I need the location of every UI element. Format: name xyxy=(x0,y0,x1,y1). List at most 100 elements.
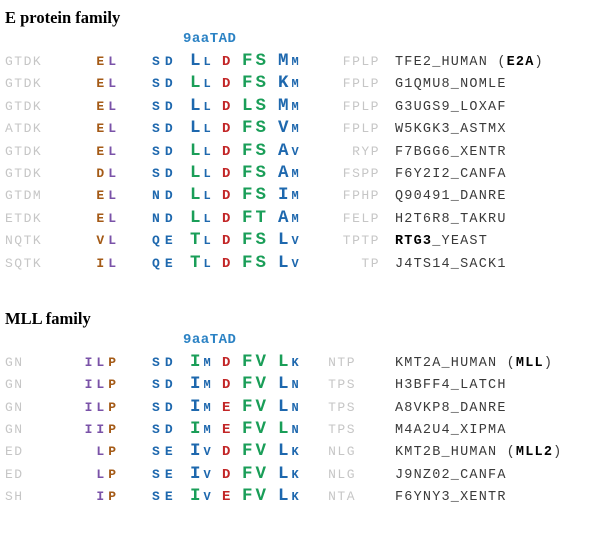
residue-Q: Q xyxy=(152,233,160,249)
residue-M: M xyxy=(291,166,299,181)
residue-D: D xyxy=(164,54,173,69)
residue-K: K xyxy=(291,355,299,370)
protein-id: J4TS14_SACK1 xyxy=(395,256,507,272)
sequence-suffix: NLG xyxy=(328,444,356,460)
residue-L: L xyxy=(108,121,116,137)
residue-L: L xyxy=(278,463,289,484)
sequence-suffix: TP xyxy=(361,255,380,271)
residue-L: L xyxy=(108,165,116,181)
residue-S: S xyxy=(152,121,160,137)
residue-S: S xyxy=(152,143,160,159)
protein-name: F6Y2I2_CANFA xyxy=(395,164,600,186)
residue-D: D xyxy=(222,98,231,115)
protein-id: F7BGG6_XENTR xyxy=(395,144,507,160)
motif-group: D xyxy=(222,229,234,252)
sequence-prefix: GTDK xyxy=(5,143,43,159)
motif-group: D xyxy=(222,207,234,230)
motif-group: E xyxy=(222,485,234,508)
residue-E: E xyxy=(96,98,105,114)
residue-P: P xyxy=(108,444,116,460)
alignment-row: GN I L P S D I M E F V L N TPS A8VKP8_DANRE xyxy=(5,396,600,418)
residue-F: F xyxy=(242,396,253,417)
sequence-prefix: ATDK xyxy=(5,121,43,137)
residue-D: D xyxy=(164,188,173,204)
residue-L: L xyxy=(278,419,289,440)
residue-L: L xyxy=(278,374,289,395)
residue-F: F xyxy=(242,463,253,484)
protein-id: KMT2B_HUMAN ( xyxy=(395,445,516,461)
protein-id: Q90491_DANRE xyxy=(395,189,507,205)
residue-V: V xyxy=(291,256,299,271)
residue-T: T xyxy=(255,207,267,228)
family-title: MLL family xyxy=(5,308,91,328)
residue-I: I xyxy=(278,185,289,206)
sequence-prefix: GTDK xyxy=(5,54,43,69)
residue-M: M xyxy=(203,378,211,393)
residue-F: F xyxy=(242,73,253,94)
motif-group: D xyxy=(222,95,234,118)
residue-L: L xyxy=(108,233,116,249)
residue-S: S xyxy=(255,95,267,116)
protein-id: A8VKP8_DANRE xyxy=(395,400,507,416)
motif-group: D xyxy=(222,184,234,207)
residue-I: I xyxy=(84,422,93,438)
sequence-prefix: GTDK xyxy=(5,76,43,92)
residue-F: F xyxy=(242,140,253,161)
residue-F: F xyxy=(242,486,253,507)
sequence-suffix: FELP xyxy=(342,210,380,226)
protein-id: W5KGK3_ASTMX xyxy=(395,122,507,138)
protein-id: _YEAST xyxy=(432,234,489,250)
residue-M: M xyxy=(278,51,289,71)
residue-L: L xyxy=(190,162,201,183)
sequence-suffix: FPLP xyxy=(342,121,380,137)
protein-name: RTG3_YEAST xyxy=(395,231,600,253)
motif-group: D xyxy=(222,117,234,140)
alignment-row: GN I L P S D I M D F V L N TPS H3BFF4_LATCH xyxy=(5,373,600,395)
residue-V: V xyxy=(203,467,211,482)
residue-K: K xyxy=(291,490,299,505)
residue-V: V xyxy=(278,118,289,139)
residue-I: I xyxy=(190,396,201,417)
tad-label: 9aaTAD xyxy=(183,31,237,47)
residue-L: L xyxy=(96,377,105,393)
sequence-suffix: FPLP xyxy=(342,54,380,69)
sequence-suffix: FPLP xyxy=(342,98,380,114)
motif-group: D xyxy=(222,463,234,486)
residue-A: A xyxy=(278,162,289,183)
residue-S: S xyxy=(152,489,160,505)
protein-id: F6Y2I2_CANFA xyxy=(395,166,507,182)
residue-D: D xyxy=(222,121,231,138)
residue-V: V xyxy=(255,441,267,462)
residue-L: L xyxy=(108,54,116,69)
residue-E: E xyxy=(222,422,231,439)
residue-S: S xyxy=(255,140,267,161)
residue-I: I xyxy=(96,255,105,271)
protein-id: KMT2A_HUMAN ( xyxy=(395,355,516,371)
alignment-row: GTDK D L S D L L D F S A M FSPP F6Y2I2_CANFA xyxy=(5,162,600,184)
sequence-suffix: TPS xyxy=(328,399,356,415)
residue-L: L xyxy=(190,95,201,116)
residue-F: F xyxy=(242,162,253,183)
